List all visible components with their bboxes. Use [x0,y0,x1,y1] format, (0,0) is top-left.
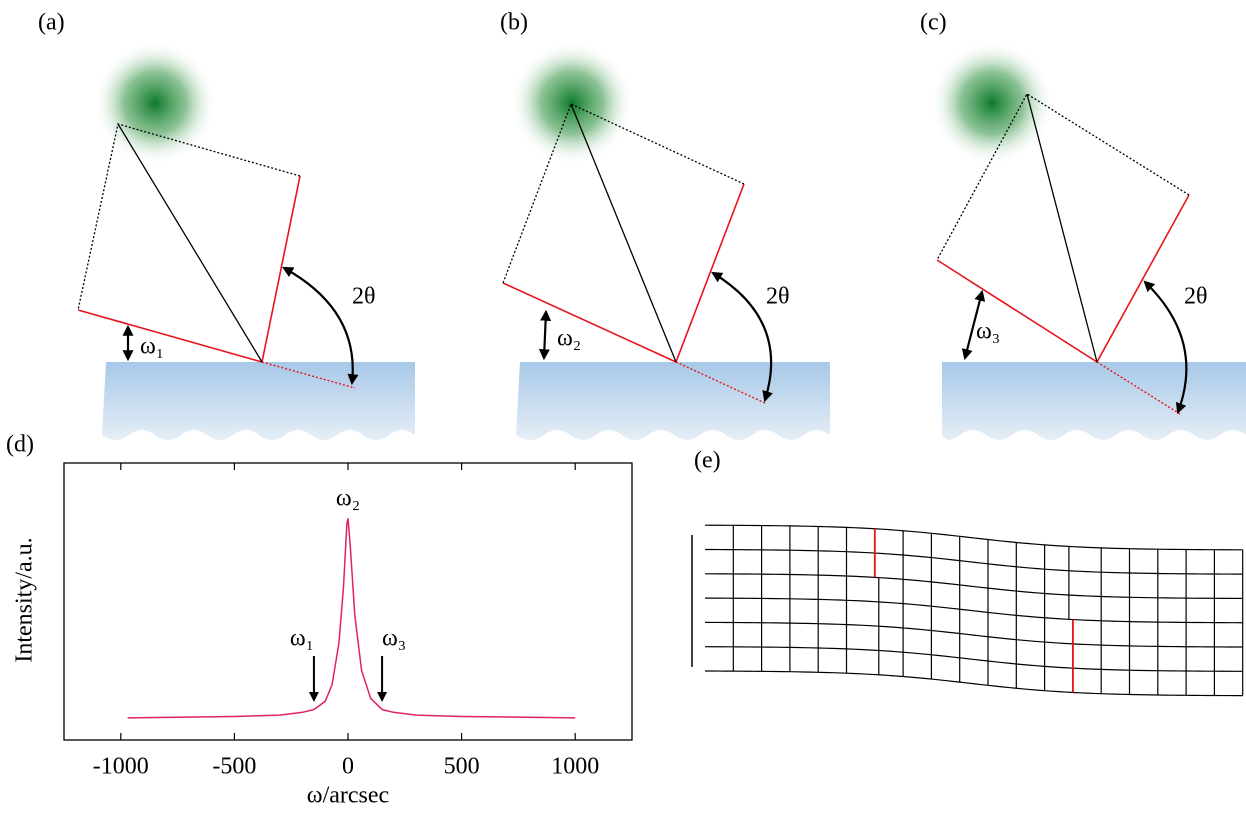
substrate [516,362,830,440]
annotation: ω₂ [336,486,360,512]
substrate [102,362,415,440]
beam-spot [510,41,634,165]
data-line [128,518,576,717]
panel-label: (e) [694,448,721,474]
x-tick-label: 500 [444,754,480,780]
annotation: ω₃ [382,626,406,652]
lattice-row [705,574,1243,599]
panel-label: (b) [500,10,528,36]
lattice-row [705,550,1243,575]
omega-arrow [544,312,546,358]
panel-a: (a) 2θ ω₁ [38,10,415,441]
lattice-row [705,671,1243,696]
omega-label: ω₃ [976,319,1000,345]
lattice-row [705,622,1243,647]
panel-label: (c) [920,10,947,36]
panel-d: (d) ω/arcsec Intensity/a.u. -1000 -500 0 50… [6,432,632,809]
angle-label: 2θ [352,284,376,310]
angle-label: 2θ [1184,284,1208,310]
panel-c: (c) 2θ ω₃ [920,10,1246,441]
diagonal [1027,94,1097,362]
beam-path [937,195,1189,362]
beam-spot [930,41,1054,165]
lattice-row [705,647,1243,672]
omega-label: ω₁ [140,334,164,360]
panel-b: (b) 2θ ω₂ [500,10,830,441]
omega-label: ω₂ [557,326,581,352]
beam-path [503,184,744,362]
x-tick-label: -500 [212,754,256,780]
diagonal [118,124,262,362]
lattice-row [705,598,1243,623]
substrate [942,362,1246,440]
panel-label: (a) [38,10,65,36]
x-tick-label: 1000 [551,754,599,780]
lattice-row [705,525,1243,550]
beam-path [78,176,300,362]
annotation: ω₁ [290,626,314,652]
x-axis-label: ω/arcsec [307,783,389,809]
y-axis-label: Intensity/a.u. [12,537,38,662]
panel-e: (e) [692,448,1243,696]
angle-label: 2θ [766,284,790,310]
panel-label: (d) [6,432,34,458]
x-tick-label: 0 [342,754,354,780]
diagonal [571,104,676,362]
figure: (a) 2θ ω₁ (b) 2θ ω₂ (c) 2θ ω₃ (d) ω/arcs… [0,0,1246,814]
x-tick-label: -1000 [93,754,149,780]
